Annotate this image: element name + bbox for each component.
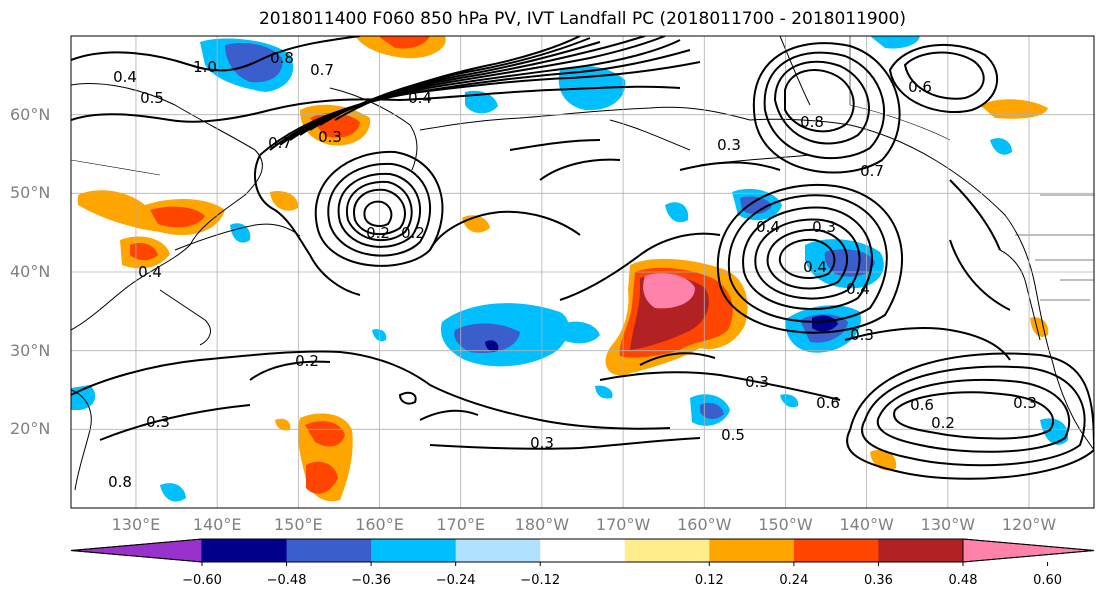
contour-label: 0.3 [850,326,874,344]
contour-label: 0.5 [721,426,745,444]
contour-label: 0.3 [1013,394,1037,412]
contour-label: 0.3 [745,373,769,391]
longitude-label: 160°E [355,515,404,534]
contour-label: 0.2 [401,224,425,242]
latitude-label: 60°N [10,104,51,124]
colorbar-tick-label: −0.36 [351,573,392,588]
colorbar-segment [540,539,626,562]
contour-label: 0.3 [146,413,170,431]
longitude-label: 170°E [436,515,486,534]
contour-label: 0.6 [910,396,934,414]
colorbar-tick-label: 0.12 [694,573,724,588]
contour-label: 0.4 [138,263,162,281]
contour-label: 0.8 [800,113,824,131]
colorbar-tick-label: −0.12 [520,573,561,588]
contour-label: 0.4 [756,218,780,236]
longitude-label: 170°W [595,515,651,534]
colorbar-segment [878,539,964,562]
colorbar-segment [286,539,372,562]
contour-label: 0.8 [108,473,132,491]
longitude-label: 130°W [920,515,976,534]
longitude-label: 140°W [839,515,894,534]
contour-label: 0.8 [270,49,294,67]
latitude-label: 20°N [10,419,51,439]
longitude-label: 150°E [274,515,323,534]
latitude-label: 30°N [10,340,51,360]
colorbar-tick-label: 0.48 [948,573,978,588]
colorbar-tick-label: 0.60 [1033,573,1063,588]
contour-label: 0.5 [140,89,164,107]
longitude-label: 150°W [758,515,813,534]
map-frame [70,35,1095,509]
colorbar-segment [709,539,795,562]
contour-label: 0.4 [408,89,432,107]
contour-label: 0.7 [268,134,292,152]
contour-label: 0.2 [295,352,319,370]
longitude-label: 140°E [192,515,242,534]
colorbar-tick-label: −0.60 [182,573,222,588]
colorbar-extend-max [962,538,1095,563]
contour-label: 0.4 [113,68,137,86]
colorbar [70,538,1095,566]
longitude-label: 130°E [111,515,161,534]
longitude-label: 180°W [514,515,570,534]
colorbar-tick-label: 0.24 [779,573,809,588]
colorbar-segment [624,539,710,562]
colorbar-segment [202,539,288,562]
contour-labels: 0.81.0 0.70.40.50.30.70.40.80.70.30.60.4 0… [108,49,1037,491]
latitude-label: 50°N [10,183,51,203]
colorbar-segment [371,539,457,562]
coastlines [71,36,1094,491]
colorbar-tick-label: −0.24 [435,573,476,588]
contour-label: 1.0 [193,58,217,76]
colorbar-segment [793,539,879,562]
colorbar-tick-label: 0.36 [863,573,893,588]
contour-label: 0.6 [908,78,932,96]
pv-contours [71,36,1094,480]
contour-label: 0.7 [860,162,884,180]
contour-label: 0.3 [530,434,554,452]
contour-label: 0.3 [812,218,836,236]
map-title: 2018011400 F060 850 hPa PV, IVT Landfall… [258,9,906,29]
contour-label: 0.3 [717,136,741,154]
contour-label: 0.2 [366,224,390,242]
longitude-label: 120°W [1001,515,1057,534]
contour-label: 0.7 [310,61,334,79]
contour-label: 0.4 [846,280,870,298]
colorbar-segment [455,539,541,562]
contour-label: 0.4 [803,258,827,276]
colorbar-tick-label: −0.48 [266,573,307,588]
contour-label: 0.2 [931,414,955,432]
latitude-label: 40°N [10,262,51,281]
longitude-label: 160°W [677,515,732,534]
contour-label: 0.6 [816,394,840,412]
colorbar-extend-min [70,538,203,563]
contour-label: 0.3 [318,128,342,146]
gridlines [71,36,1094,508]
